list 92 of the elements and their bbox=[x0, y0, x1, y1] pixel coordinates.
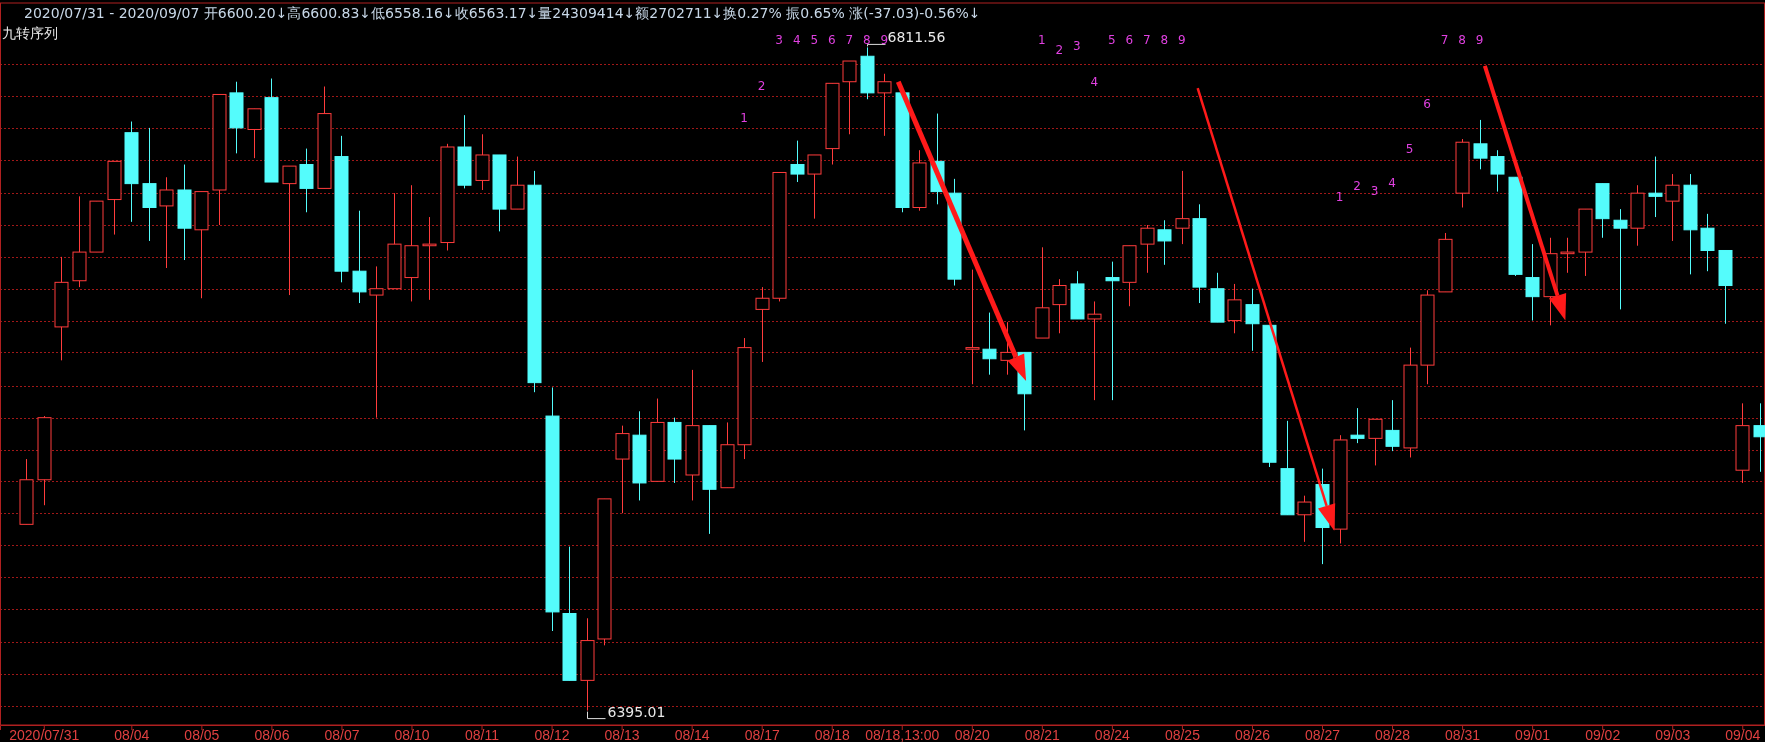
annotation: 2 bbox=[1353, 178, 1361, 193]
annotation: 6395.01 bbox=[607, 703, 666, 720]
x-tick-label: 08/06 bbox=[254, 727, 290, 742]
candlestick bbox=[352, 210, 367, 304]
candlestick bbox=[877, 73, 892, 137]
candlestick bbox=[159, 176, 174, 269]
text: 9 bbox=[1475, 32, 1484, 47]
x-tick-label: 08/18,13:00 bbox=[865, 727, 940, 742]
x-tick-label: 08/28 bbox=[1375, 727, 1411, 742]
candlestick bbox=[1665, 173, 1680, 242]
x-tick-label: 09/01 bbox=[1515, 727, 1551, 742]
candlestick bbox=[247, 108, 262, 159]
x-tick-label: 08/31 bbox=[1445, 727, 1481, 742]
x-tick-label: 08/05 bbox=[184, 727, 220, 742]
annotation: 1 bbox=[740, 110, 748, 125]
text: 7 bbox=[1440, 32, 1449, 47]
x-tick-label: 08/27 bbox=[1304, 727, 1341, 742]
candlestick bbox=[1368, 418, 1383, 466]
annotation: 4 bbox=[1090, 74, 1099, 89]
annotation: 5 bbox=[1405, 141, 1414, 156]
x-tick-label: 08/04 bbox=[114, 727, 150, 742]
candlestick bbox=[1175, 170, 1190, 245]
x-tick-label: 09/02 bbox=[1585, 727, 1621, 742]
candlestick bbox=[1648, 156, 1663, 218]
text: 7 bbox=[1143, 32, 1151, 47]
text: 6 bbox=[1125, 32, 1134, 47]
annotation: 1 bbox=[1335, 189, 1344, 204]
candlestick bbox=[282, 165, 297, 296]
annotation: 2 bbox=[757, 78, 766, 93]
x-tick-label: 08/20 bbox=[954, 727, 991, 742]
candlestick bbox=[1227, 283, 1242, 334]
candlestick bbox=[965, 269, 980, 385]
candlestick bbox=[1297, 495, 1312, 543]
candlestick bbox=[1157, 219, 1172, 266]
candlestick bbox=[1525, 243, 1540, 322]
candlestick bbox=[1087, 300, 1102, 401]
candlestick bbox=[1613, 208, 1628, 310]
candlestick bbox=[142, 127, 157, 242]
x-tick-label: 09/04 bbox=[1725, 727, 1761, 742]
candlestick bbox=[842, 60, 857, 135]
text: 6811.56 bbox=[887, 29, 946, 46]
candlestick bbox=[1245, 288, 1260, 352]
text: 4 bbox=[792, 32, 801, 47]
candlestick bbox=[1350, 407, 1365, 444]
chart-title: 2020/07/31 - 2020/09/07 开6600.20↓高6600.83↓低6558.16↓收6563.17↓量24309414↓额2702711↓换0.27% 振0.65% 涨(-37.03)-0.56%↓ bbox=[24, 5, 981, 21]
candlestick bbox=[982, 312, 997, 376]
annotation: 6 bbox=[1423, 96, 1431, 111]
text: 5 bbox=[1108, 32, 1116, 47]
x-tick-label: 09/03 bbox=[1655, 727, 1691, 742]
text: 9 bbox=[880, 32, 889, 47]
x-tick-label: 08/10 bbox=[394, 727, 430, 742]
candlestick bbox=[299, 148, 314, 213]
text: 5 bbox=[810, 32, 819, 47]
x-tick-label: 08/24 bbox=[1094, 727, 1131, 742]
annotation: 4 bbox=[1388, 175, 1396, 190]
candlestick bbox=[422, 216, 437, 301]
candlestick bbox=[1560, 237, 1575, 274]
chart-subtitle: 九转序列 bbox=[2, 25, 58, 41]
x-tick-label: 08/17 bbox=[744, 727, 780, 742]
x-tick-label: 2020/07/31 bbox=[9, 727, 80, 742]
candlestick bbox=[510, 156, 525, 210]
candlestick bbox=[1105, 261, 1120, 401]
text: 1 bbox=[1038, 32, 1046, 47]
candlestick bbox=[1473, 119, 1488, 170]
text: 8 bbox=[1458, 32, 1466, 47]
x-tick-label: 08/21 bbox=[1024, 727, 1061, 742]
x-tick-label: 08/13 bbox=[604, 727, 640, 742]
candlestick bbox=[1700, 213, 1715, 272]
candlestick bbox=[1052, 278, 1067, 334]
candlestick bbox=[790, 140, 805, 183]
candlestick bbox=[755, 286, 770, 363]
text: 7 bbox=[845, 32, 854, 47]
x-tick-label: 08/07 bbox=[324, 727, 360, 742]
candlestick bbox=[807, 154, 822, 220]
annotation: 3 bbox=[1073, 38, 1081, 53]
candlestick bbox=[1490, 149, 1505, 193]
text: 8 bbox=[862, 32, 871, 47]
annotation: 3 bbox=[1370, 183, 1379, 198]
x-tick-label: 08/26 bbox=[1234, 727, 1271, 742]
x-tick-label: 08/12 bbox=[534, 727, 570, 742]
annotation: 2 bbox=[1055, 42, 1064, 57]
x-tick-label: 08/25 bbox=[1164, 727, 1201, 742]
x-tick-label: 08/11 bbox=[465, 727, 500, 742]
candlestick bbox=[1140, 224, 1155, 274]
candlestick bbox=[1385, 399, 1400, 452]
text: 3 bbox=[775, 32, 784, 47]
text: 9 bbox=[1178, 32, 1186, 47]
x-tick-label: 08/14 bbox=[674, 727, 710, 742]
text: 8 bbox=[1160, 32, 1169, 47]
candlestick bbox=[369, 265, 384, 419]
text: 6 bbox=[827, 32, 836, 47]
x-tick-label: 08/18 bbox=[814, 727, 850, 742]
